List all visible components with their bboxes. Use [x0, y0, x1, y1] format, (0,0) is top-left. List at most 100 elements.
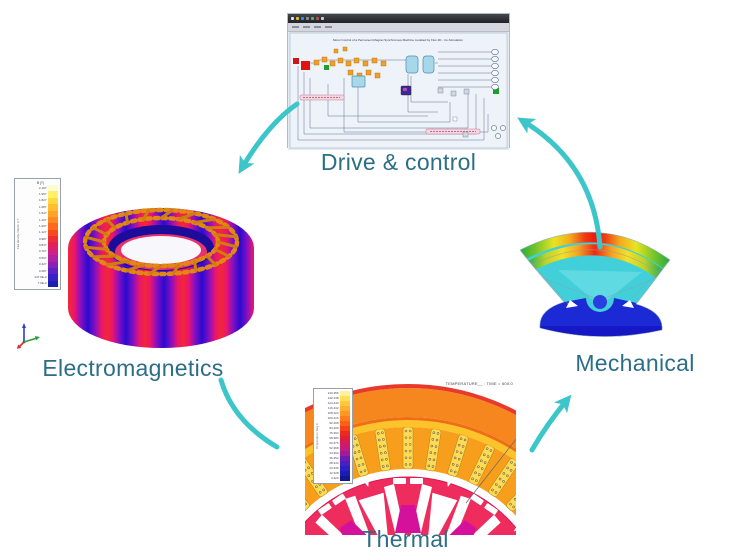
- legend-row: 116.432: [322, 406, 350, 411]
- legend-tick-value: 0.847: [38, 243, 47, 248]
- legend-color-swatch: [340, 426, 350, 431]
- thermal-header-text: TEMPERATURE__ : TIME = 600.0: [445, 381, 513, 386]
- toolbar-icon: [306, 17, 309, 20]
- legend-tick-value: 132.448: [327, 396, 339, 400]
- menu-item: [314, 26, 321, 28]
- legend-color-swatch: [340, 466, 350, 471]
- rotor-pole-stress-field: [520, 232, 670, 337]
- toolbar-icon: [321, 17, 324, 20]
- block-diagram-canvas: Motor Control of a Permanent Magnet Sync…: [288, 32, 509, 150]
- legend-color-swatch: [48, 236, 58, 243]
- legend-row: 140.456: [322, 391, 350, 396]
- toolbar-icon: [316, 17, 319, 20]
- legend-color-swatch: [48, 223, 58, 230]
- legend-row: 0.287: [23, 267, 58, 275]
- legend-row: 52.368: [322, 446, 350, 451]
- thermal-motor-section: [305, 384, 516, 535]
- legend-color-swatch: [340, 396, 350, 401]
- legend-tick-value: 92.408: [329, 421, 339, 425]
- legend-color-swatch: [48, 229, 58, 236]
- legend-row: 0.707: [23, 248, 58, 256]
- legend-tick-value: 140.456: [327, 391, 339, 395]
- legend-row: 20.336: [322, 466, 350, 471]
- legend-tick-value: 12.328: [329, 471, 339, 475]
- legend-color-swatch: [48, 261, 58, 268]
- legend-row: 1.687: [23, 204, 58, 211]
- legend-color-swatch: [340, 391, 350, 396]
- legend-row: 7.0E-3: [23, 280, 58, 287]
- legend-tick-value: 1.827: [38, 198, 47, 203]
- legend-color-swatch: [340, 401, 350, 406]
- legend-tick-value: 0.287: [38, 268, 47, 273]
- signal-wires: [297, 51, 491, 141]
- legend-row: 2.107: [23, 185, 58, 192]
- legend-color-swatch: [48, 191, 58, 198]
- legend-color-swatch: [48, 185, 58, 192]
- legend-row: 68.384: [322, 436, 350, 441]
- legend-tick-value: 100.416: [327, 416, 339, 420]
- legend-color-swatch: [48, 204, 58, 211]
- legend-row: 108.424: [322, 411, 350, 416]
- legend-row: 4.320: [322, 476, 350, 481]
- legend-color-swatch: [48, 248, 58, 256]
- legend-color-swatch: [340, 421, 350, 426]
- legend-color-swatch: [340, 406, 350, 411]
- legend-tick-value: 44.360: [329, 451, 339, 455]
- legend-row: 1.967: [23, 191, 58, 198]
- legend-tick-value: 1.127: [38, 230, 47, 235]
- legend-row: 28.344: [322, 461, 350, 466]
- legend-color-swatch: [340, 431, 350, 436]
- legend-tick-value: 0.427: [38, 262, 47, 267]
- thermal-color-legend: Temperature / Deg C 140.456 132.448 124.44…: [313, 388, 353, 484]
- legend-tick-value: 1.407: [38, 217, 47, 222]
- legend-row: 132.448: [322, 396, 350, 401]
- legend-tick-value: 1.547: [38, 211, 47, 216]
- menu-item: [292, 26, 299, 28]
- arrow-electromagnetics-to-thermal: [218, 377, 280, 450]
- diagram-title: Motor Control of a Permanent Magnet Sync…: [333, 38, 463, 42]
- rotor: [305, 476, 516, 535]
- legend-row: 1.547: [23, 210, 58, 217]
- legend-row: 1.407: [23, 216, 58, 224]
- legend-tick-value: 20.336: [329, 466, 339, 470]
- menu-item: [325, 26, 332, 28]
- legend-tick-value: 0.987: [38, 236, 47, 241]
- legend-row: 12.328: [322, 471, 350, 476]
- drive-control-screenshot: Motor Control of a Permanent Magnet Sync…: [287, 13, 510, 150]
- legend-color-swatch: [340, 411, 350, 416]
- legend-tick-value: 0.567: [38, 255, 47, 260]
- window-menubar: [288, 23, 509, 32]
- em-color-legend: Flux density / Vector in T B (T) 2.107 1.…: [14, 178, 61, 290]
- em-legend-title: B (T): [36, 181, 45, 185]
- legend-tick-value: 108.424: [327, 411, 339, 415]
- arrow-thermal-to-mechanical: [529, 394, 572, 453]
- legend-tick-value: 116.432: [327, 406, 339, 410]
- legend-row: 147.0E-3: [23, 274, 58, 281]
- em-legend-side-label: Flux density / Vector in T: [15, 218, 20, 250]
- legend-color-swatch: [340, 461, 350, 466]
- legend-row: 0.427: [23, 261, 58, 268]
- legend-color-swatch: [340, 451, 350, 456]
- legend-row: 1.127: [23, 229, 58, 236]
- legend-tick-value: 2.107: [38, 185, 47, 190]
- legend-color-swatch: [48, 216, 58, 224]
- legend-row: 76.392: [322, 431, 350, 436]
- legend-row: 92.408: [322, 421, 350, 426]
- legend-tick-value: 60.376: [329, 441, 339, 445]
- legend-tick-value: 36.352: [329, 456, 339, 460]
- legend-color-swatch: [340, 436, 350, 441]
- legend-color-swatch: [48, 210, 58, 217]
- thermal-plot: TEMPERATURE__ : TIME = 600.0 Temperature…: [305, 378, 516, 535]
- label-thermal: Thermal: [362, 526, 449, 552]
- legend-color-swatch: [340, 441, 350, 446]
- legend-row: 60.376: [322, 441, 350, 446]
- label-electromagnetics: Electromagnetics: [42, 355, 224, 381]
- legend-color-swatch: [340, 476, 350, 481]
- legend-tick-value: 1.687: [38, 204, 47, 209]
- end-winding: [82, 207, 240, 277]
- legend-row: 1.267: [23, 223, 58, 230]
- legend-row: 0.567: [23, 255, 58, 262]
- legend-tick-value: 124.440: [327, 401, 339, 405]
- legend-color-swatch: [340, 456, 350, 461]
- legend-color-swatch: [48, 280, 58, 287]
